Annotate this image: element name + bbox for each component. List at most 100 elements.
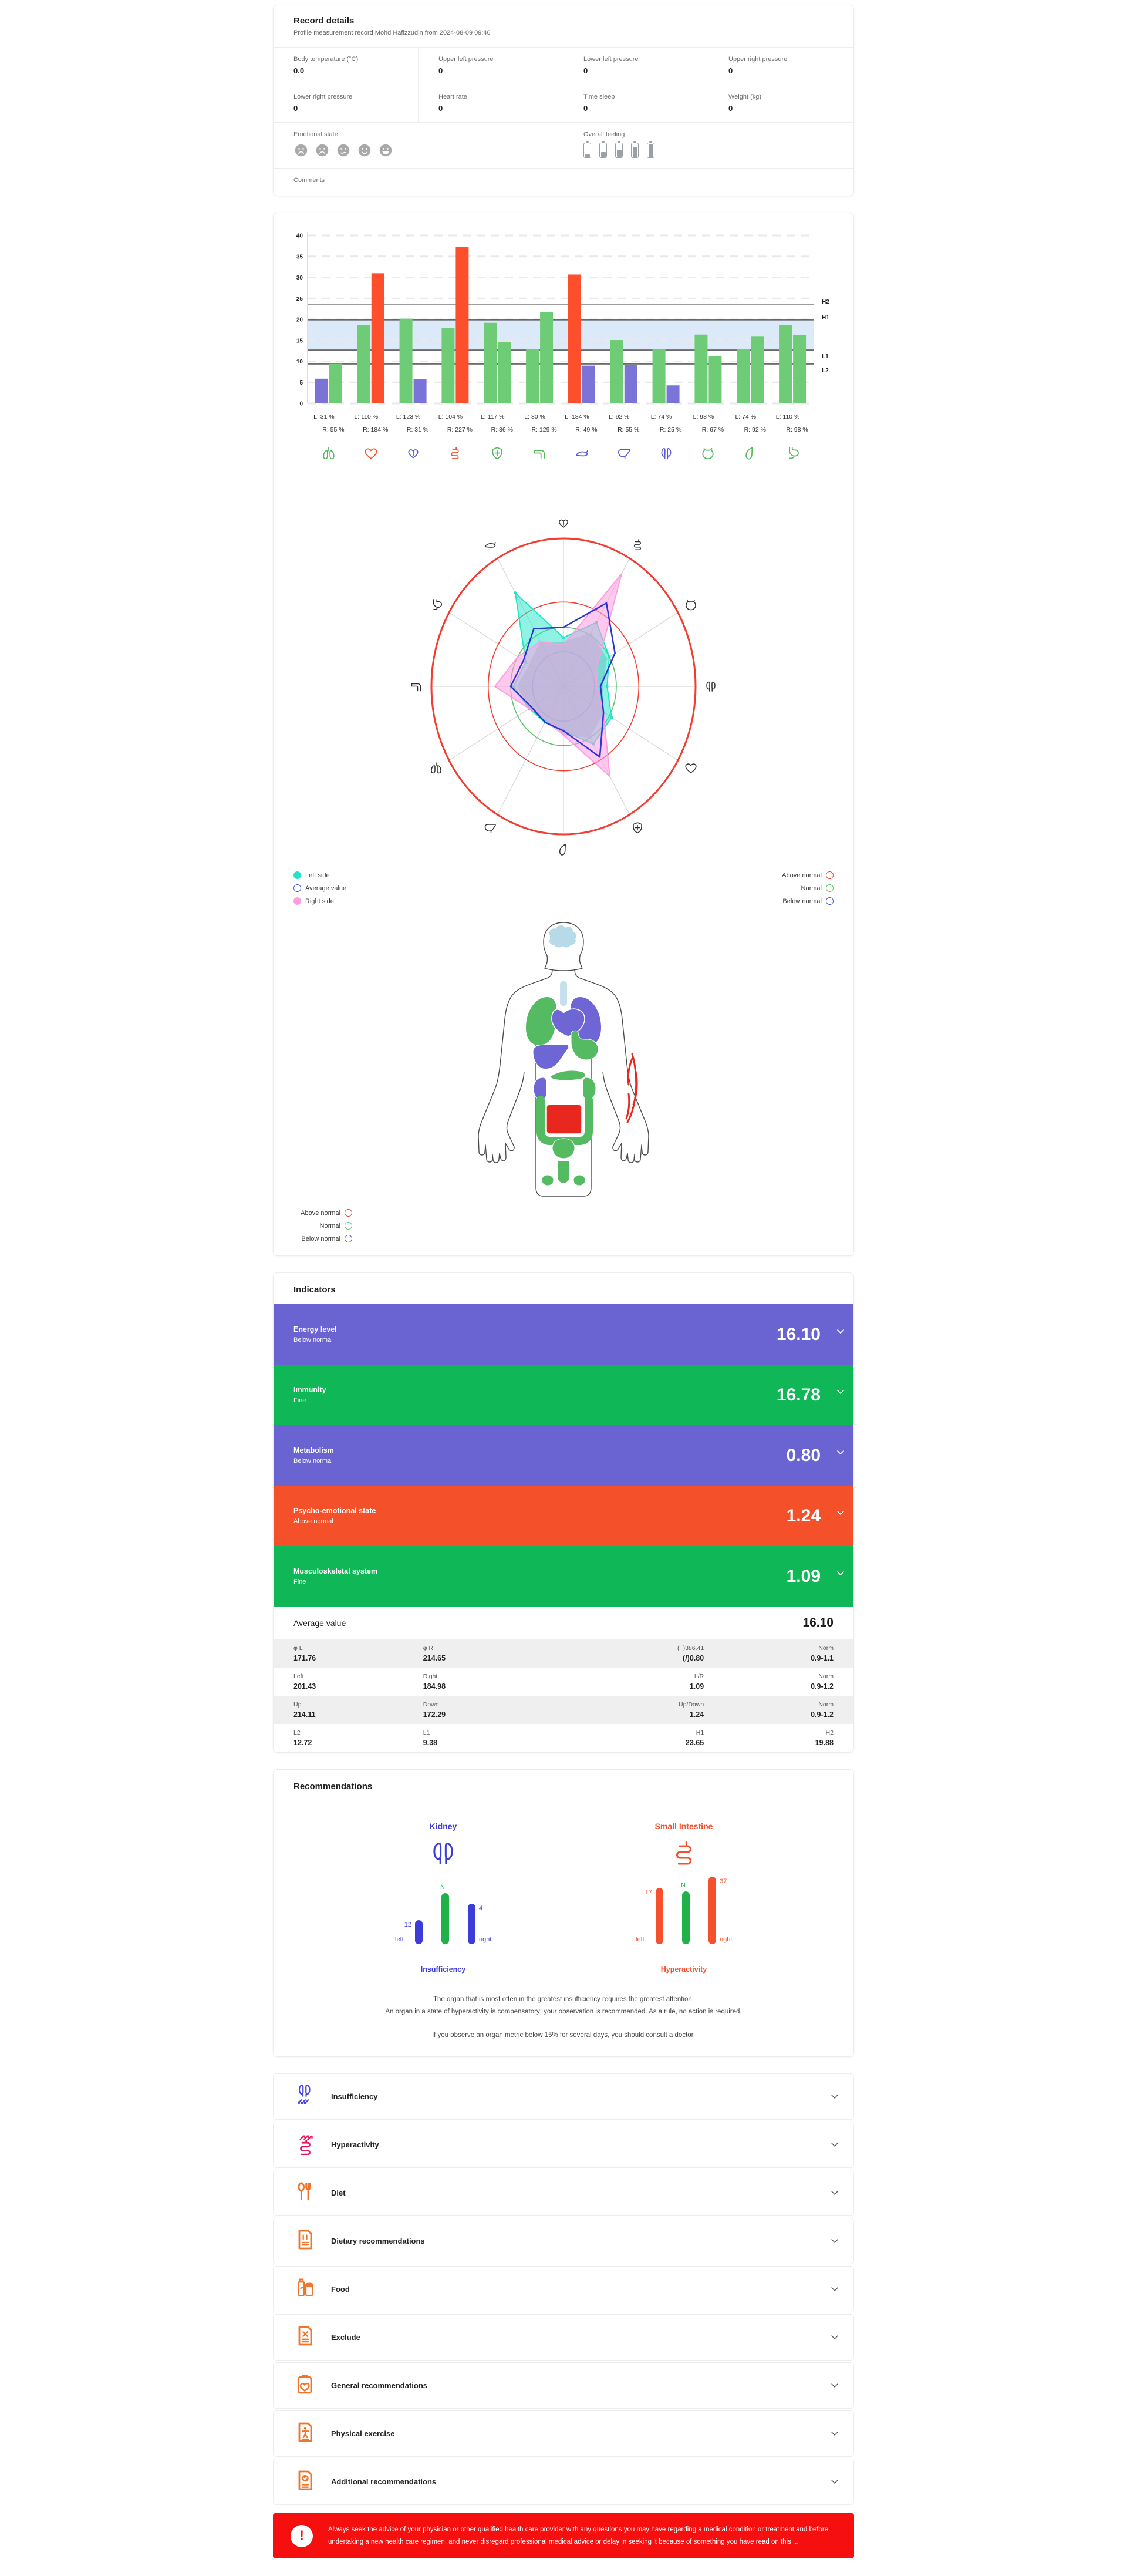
indicator-status: Fine xyxy=(293,1397,306,1404)
table-cell: L/R 1.09 xyxy=(553,1673,704,1691)
small-intestine-icon xyxy=(630,538,645,552)
cell-value: 214.11 xyxy=(293,1710,316,1719)
gallbladder-icon xyxy=(743,446,758,461)
legend-right-side: Right side xyxy=(293,897,346,905)
cell-label: φ R xyxy=(423,1645,434,1652)
chevron-down-icon[interactable] xyxy=(831,2188,838,2198)
kidney-recommendation: Kidney 12 N 4 left right Insufficiency xyxy=(373,1821,514,1974)
average-value-label: Average value xyxy=(293,1618,346,1628)
accordion-food[interactable]: Food xyxy=(273,2266,854,2313)
table-cell: Up/Down 1.24 xyxy=(553,1701,704,1719)
indicator-musculoskeletal-system[interactable]: Musculoskeletal system Fine 1.09 xyxy=(274,1546,853,1607)
chevron-down-icon[interactable] xyxy=(831,2284,838,2295)
note-line-3: If you observe an organ metric below 15%… xyxy=(431,2032,696,2039)
chevron-down-icon[interactable] xyxy=(831,2429,838,2439)
svg-text:L1: L1 xyxy=(822,353,829,360)
body-diagram-section xyxy=(274,914,853,1205)
mini-bar xyxy=(441,1893,449,1944)
record-details-subtitle: Profile measurement record Mohd Hafizzud… xyxy=(293,29,491,36)
field-value: 0 xyxy=(728,104,733,113)
accordion-label: Exclude xyxy=(331,2333,360,2342)
accordion-insufficiency[interactable]: Insufficiency xyxy=(273,2073,854,2120)
battery-icon[interactable] xyxy=(615,141,623,158)
record-field: Time sleep 0 xyxy=(564,85,708,122)
left-right-bar-chart: 0 5 10 15 20 25 30 35 40 H2 H1 L1 L2 L: 31 % R: 55 % L:… xyxy=(296,232,829,503)
slight-smile-face[interactable] xyxy=(357,143,372,158)
svg-text:20: 20 xyxy=(296,317,303,324)
comments-field[interactable]: Comments xyxy=(274,168,853,196)
svg-text:40: 40 xyxy=(296,233,303,240)
below-normal-dot xyxy=(345,1235,352,1242)
right-bar-immunity-shield xyxy=(498,342,511,403)
accordion-physical-exercise[interactable]: Physical exercise xyxy=(273,2410,854,2457)
svg-text:L: 31 %: L: 31 % xyxy=(313,413,335,420)
accordion-diet[interactable]: Diet xyxy=(273,2170,854,2217)
bladder-icon xyxy=(700,446,716,461)
accordion-additional-recommendations[interactable]: Additional recommendations xyxy=(273,2459,854,2506)
chevron-down-icon[interactable] xyxy=(831,2140,838,2150)
crying-face[interactable] xyxy=(293,143,309,158)
intestine-arrows-up-icon xyxy=(293,2131,317,2158)
chevron-down-icon[interactable] xyxy=(831,2236,838,2247)
overall-feeling-batteries xyxy=(583,141,834,158)
record-field: Body temperature (°C) 0.0 xyxy=(274,47,419,85)
right-bar-lungs xyxy=(329,363,342,403)
right-bar-small-intestine xyxy=(455,247,469,403)
chevron-down-icon[interactable] xyxy=(837,1387,844,1398)
legend-average-value: Average value xyxy=(293,884,346,892)
chevron-down-icon[interactable] xyxy=(837,1568,844,1579)
record-fields-grid: Body temperature (°C) 0.0 Upper left press… xyxy=(274,47,853,122)
cell-value: 201.43 xyxy=(293,1682,316,1691)
indicator-energy-level[interactable]: Energy level Below normal 16.10 xyxy=(274,1304,853,1365)
field-value: 0 xyxy=(583,66,588,75)
happy-face[interactable] xyxy=(378,143,393,158)
radar-series-right-side xyxy=(494,573,622,778)
record-details-card: Record details Profile measurement recor… xyxy=(273,5,854,196)
battery-icon[interactable] xyxy=(599,141,607,158)
kidney-title: Kidney xyxy=(429,1821,457,1831)
legend-left-side: Left side xyxy=(293,871,346,879)
cell-label: Norm xyxy=(818,1701,834,1708)
sad-face[interactable] xyxy=(315,143,330,158)
note-line-2: An organ in a state of hyperactivity is … xyxy=(385,2008,742,2015)
chevron-down-icon[interactable] xyxy=(837,1447,844,1458)
svg-text:L: 74 %: L: 74 % xyxy=(735,413,756,420)
chevron-down-icon[interactable] xyxy=(831,2332,838,2343)
chevron-down-icon[interactable] xyxy=(831,2380,838,2391)
chevron-down-icon[interactable] xyxy=(831,2092,838,2102)
battery-icon[interactable] xyxy=(583,141,591,158)
indicator-metabolism[interactable]: Metabolism Below normal 0.80 xyxy=(274,1425,853,1486)
field-label: Heart rate xyxy=(438,93,467,100)
battery-icon[interactable] xyxy=(631,141,639,158)
immunity-shield-icon xyxy=(630,821,645,835)
field-label: Weight (kg) xyxy=(728,93,762,100)
confused-face[interactable] xyxy=(336,143,351,158)
indicator-immunity[interactable]: Immunity Fine 16.78 xyxy=(274,1365,853,1425)
disclaimer-text: Always seek the advice of your physician… xyxy=(328,2526,829,2545)
chevron-down-icon[interactable] xyxy=(831,2477,838,2487)
svg-text:L2: L2 xyxy=(822,368,829,374)
svg-text:R: 92 %: R: 92 % xyxy=(744,426,766,433)
normal-dot xyxy=(826,884,834,892)
mini-bar-label: 37 xyxy=(720,1878,727,1885)
cell-label: Down xyxy=(423,1701,439,1708)
below-normal-label: Below normal xyxy=(782,897,822,905)
table-cell: Left 201.43 xyxy=(293,1673,423,1691)
small-intestine-organ xyxy=(546,1104,582,1134)
chevron-down-icon[interactable] xyxy=(837,1508,844,1518)
accordion-dietary-recommendations[interactable]: Dietary recommendations xyxy=(273,2218,854,2265)
accordion-exclude[interactable]: Exclude xyxy=(273,2314,854,2361)
svg-text:R: 227 %: R: 227 % xyxy=(447,426,473,433)
svg-text:L: 74 %: L: 74 % xyxy=(651,413,672,420)
pancreas-organ xyxy=(550,1070,586,1081)
accordion-general-recommendations[interactable]: General recommendations xyxy=(273,2362,854,2409)
indicator-status: Above normal xyxy=(293,1518,333,1525)
above-normal-dot xyxy=(345,1209,352,1217)
battery-icon[interactable] xyxy=(647,141,654,158)
pancreas-icon xyxy=(483,538,497,552)
indicator-psycho-emotional-state[interactable]: Psycho-emotional state Above normal 1.24 xyxy=(274,1486,853,1546)
record-field: Lower left pressure 0 xyxy=(564,47,708,85)
chevron-down-icon[interactable] xyxy=(837,1326,844,1337)
accordion-hyperactivity[interactable]: Hyperactivity xyxy=(273,2122,854,2168)
accordion-label: Hyperactivity xyxy=(331,2140,379,2150)
